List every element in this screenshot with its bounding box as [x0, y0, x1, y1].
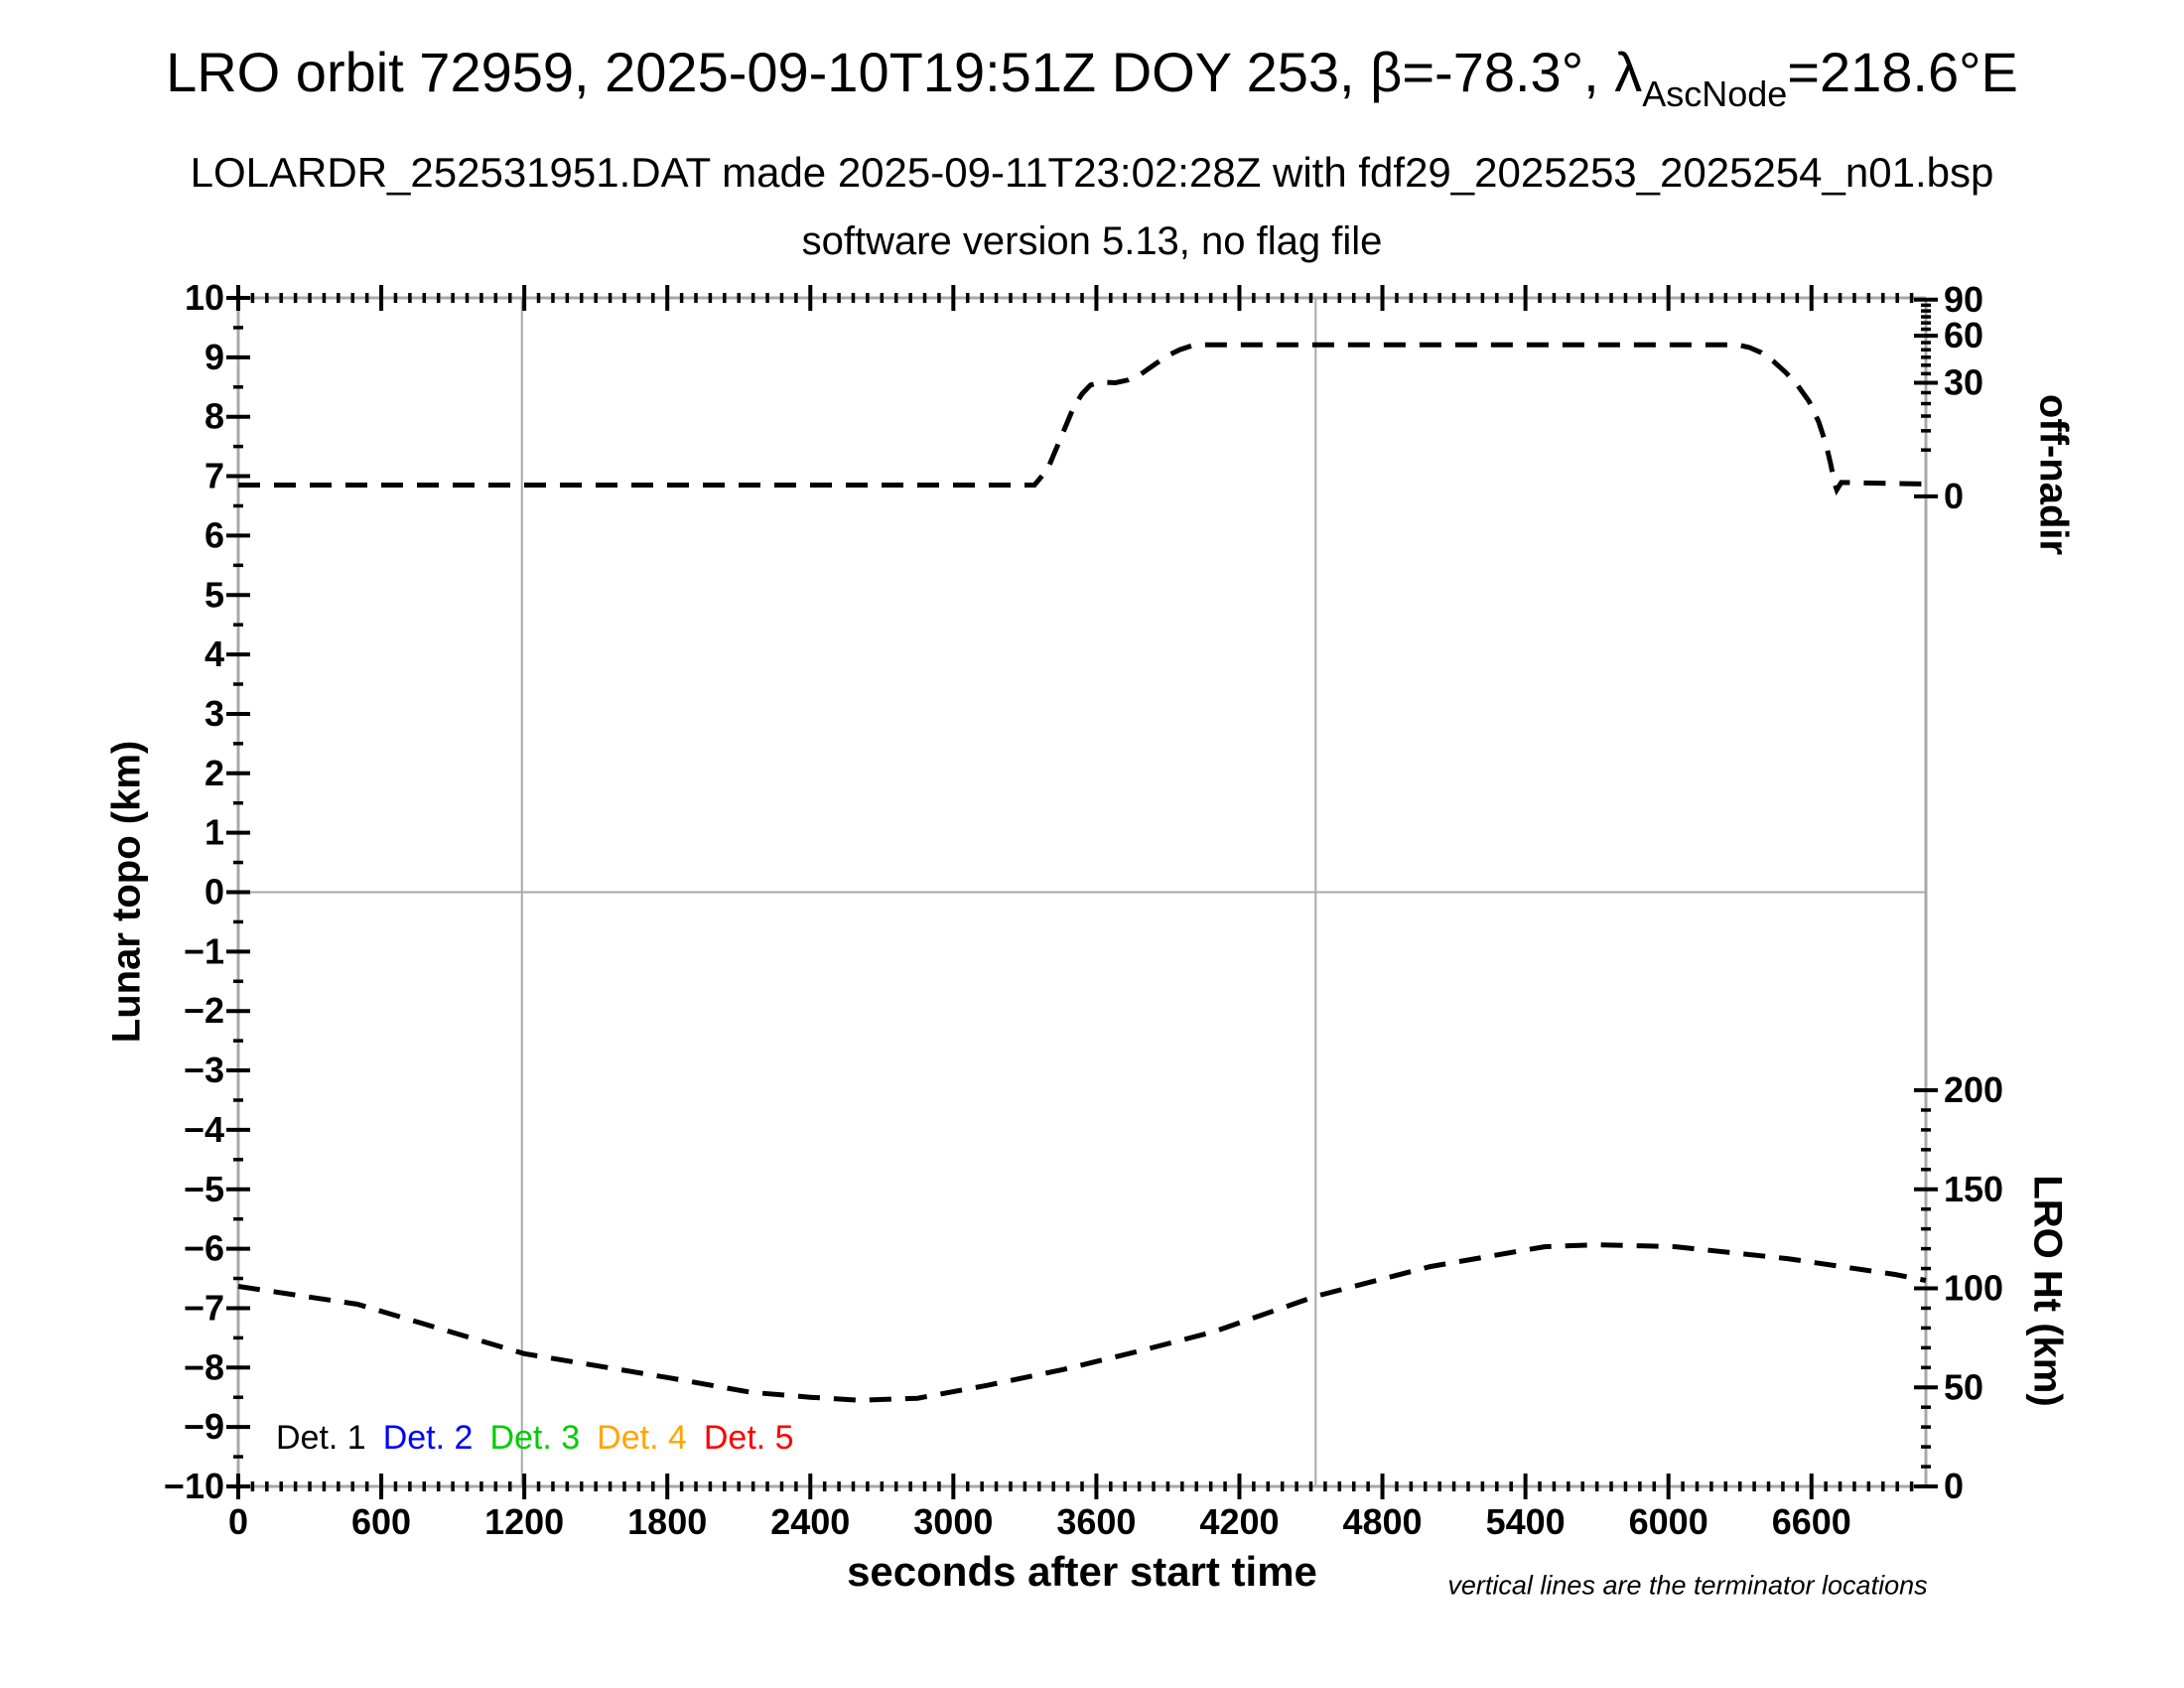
title-suffix: =218.6°E [1787, 41, 2018, 103]
y-left-tick-label: 5 [205, 574, 224, 615]
x-tick-label: 3000 [913, 1501, 993, 1542]
y-left-tick-label: −2 [184, 990, 224, 1031]
y-axis-title-lro-ht: LRO Ht (km) [2025, 1175, 2070, 1407]
legend-item-det4: Det. 4 [597, 1419, 687, 1457]
x-tick-label: 4800 [1342, 1501, 1422, 1542]
terminator-note: vertical lines are the terminator locati… [1447, 1570, 1928, 1601]
lro-ht-tick-label: 150 [1944, 1169, 2003, 1209]
legend-item-det2: Det. 2 [382, 1419, 474, 1457]
x-tick-label: 1800 [627, 1501, 707, 1542]
y-left-tick-label: −5 [184, 1169, 224, 1209]
legend-item-det5: Det. 5 [703, 1419, 794, 1457]
x-tick-label: 4200 [1199, 1501, 1279, 1542]
y-left-tick-label: 9 [205, 337, 224, 377]
y-left-tick-label: −4 [184, 1109, 224, 1150]
legend-item-det1: Det. 1 [276, 1419, 366, 1457]
y-left-tick-label: 10 [185, 277, 224, 318]
off-nadir-tick-label: 90 [1944, 279, 1983, 320]
off-nadir-curve [238, 342, 1927, 496]
y-left-tick-label: −9 [184, 1406, 224, 1447]
software-version-line: software version 5.13, no flag file [801, 219, 1383, 263]
title-prefix: LRO orbit 72959, 2025-09-10T19:51Z DOY 2… [166, 41, 1643, 103]
lro-ht-tick-label: 50 [1944, 1366, 1983, 1407]
lro-ht-curve [237, 1242, 1927, 1403]
x-tick-label: 6000 [1629, 1501, 1708, 1542]
x-tick-label: 1200 [484, 1501, 564, 1542]
lro-ht-tick-label: 0 [1944, 1466, 1964, 1506]
lro-ht-tick-label: 200 [1944, 1069, 2003, 1110]
y-left-tick-label: −3 [184, 1050, 224, 1090]
y-left-tick-label: 0 [205, 872, 224, 913]
y-left-tick-label: −6 [184, 1228, 224, 1269]
off-nadir-tick-label: 30 [1944, 362, 1983, 403]
y-left-tick-label: −1 [184, 930, 224, 971]
title-subscript: AscNode [1642, 73, 1788, 114]
x-tick-label: 5400 [1486, 1501, 1566, 1542]
y-left-tick-label: 3 [205, 693, 224, 734]
y-left-tick-label: 2 [205, 753, 224, 793]
y-left-tick-label: −7 [184, 1287, 224, 1328]
x-tick-label: 2400 [770, 1501, 850, 1542]
off-nadir-tick-label: 60 [1944, 315, 1983, 355]
data-file-subtitle: LOLARDR_252531951.DAT made 2025-09-11T23… [190, 149, 1994, 196]
y-left-tick-label: 8 [205, 396, 224, 437]
y-axis-title-lunar-topo: Lunar topo (km) [104, 740, 149, 1044]
legend: Det. 1 Det. 2 Det. 3 Det. 4 Det. 5 [276, 1419, 794, 1458]
x-tick-label: 600 [351, 1501, 411, 1542]
y-left-tick-label: 6 [205, 514, 224, 555]
y-left-tick-label: 1 [205, 812, 224, 853]
y-left-tick-label: −8 [184, 1346, 224, 1387]
y-left-tick-label: −10 [164, 1466, 224, 1506]
page-title: LRO orbit 72959, 2025-09-10T19:51Z DOY 2… [0, 40, 2184, 115]
off-nadir-tick-label: 0 [1944, 476, 1964, 516]
x-tick-label: 0 [228, 1501, 248, 1542]
y-left-tick-label: 4 [205, 633, 224, 674]
y-axis-title-off-nadir: off-nadir [2031, 393, 2076, 556]
x-axis-title: seconds after start time [847, 1548, 1317, 1595]
x-tick-label: 6600 [1772, 1501, 1851, 1542]
legend-item-det3: Det. 3 [489, 1419, 581, 1457]
y-left-tick-label: 7 [205, 456, 224, 496]
x-tick-label: 3600 [1056, 1501, 1136, 1542]
lro-ht-tick-label: 100 [1944, 1268, 2003, 1309]
